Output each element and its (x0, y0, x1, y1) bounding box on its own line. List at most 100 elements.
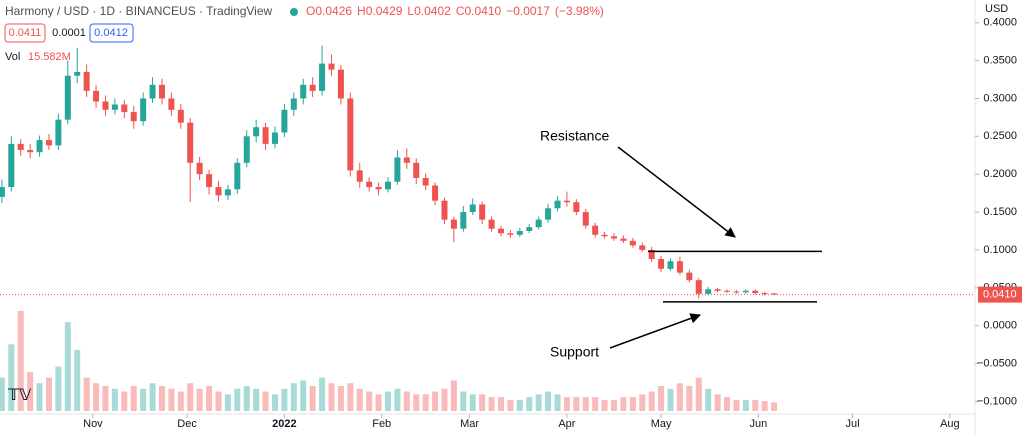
volume-bar (676, 383, 683, 411)
x-tick-label: Jun (750, 418, 768, 430)
last-price-label: 0.0410 (983, 288, 1017, 300)
candle-body (573, 202, 580, 213)
candle-body (761, 293, 768, 295)
candle-body (206, 174, 213, 188)
candle-body (403, 157, 410, 163)
volume-bar (243, 386, 250, 411)
volume-bar (592, 397, 599, 411)
candle-body (319, 63, 326, 91)
y-tick-label: 0.4000 (983, 17, 1017, 29)
candle-body (253, 127, 260, 137)
chart-title: Harmony / USD · 1D · BINANCEUS · Trading… (5, 4, 273, 18)
volume-bar (224, 394, 231, 411)
candle-body (601, 234, 608, 237)
candle-body (526, 227, 533, 231)
volume-bar (253, 388, 260, 411)
volume-bar (413, 394, 420, 411)
volume-bar (187, 383, 194, 411)
volume-bar (639, 394, 646, 411)
currency: USD (985, 3, 1008, 15)
volume-bar (206, 386, 213, 411)
volume-bar (83, 377, 90, 411)
volume-bar (497, 397, 504, 411)
ohlc-legend: O0.0426 H0.0429 L0.0402 C0.0410 −0.0017 (−3.9… (306, 4, 604, 18)
ask-box (89, 23, 134, 43)
candle-body (497, 228, 504, 234)
volume-bar (554, 394, 561, 411)
candle-body (234, 162, 241, 190)
volume-label: Vol (5, 51, 20, 63)
candle-body (714, 289, 721, 291)
x-tick-label: Nov (83, 418, 103, 430)
candle-body (271, 132, 278, 144)
x-tick-label: Feb (372, 418, 391, 430)
candle-body (733, 291, 740, 293)
candle-body (705, 289, 712, 294)
candle-body (384, 181, 391, 190)
volume-bar (45, 377, 52, 411)
volume-bar (196, 388, 203, 411)
candle-body (356, 170, 363, 182)
x-tick-label: Dec (177, 418, 197, 430)
volume-bar (111, 388, 118, 411)
y-tick-label: 0.2000 (983, 168, 1017, 180)
candle-body (771, 293, 778, 295)
volume-bar (545, 391, 552, 411)
candle-body (262, 127, 269, 144)
volume-bar (271, 394, 278, 411)
candle-body (196, 162, 203, 175)
y-tick-label: −0.1000 (977, 395, 1017, 407)
volume-bar (55, 366, 62, 411)
candle-body (582, 212, 589, 226)
candle-body (507, 233, 514, 235)
volume-bar (215, 391, 222, 411)
candle-body (177, 109, 184, 123)
volume-bar (290, 383, 297, 411)
candle-body (469, 204, 476, 213)
volume-bar (516, 399, 523, 411)
volume-bar (158, 386, 165, 411)
candle-body (375, 187, 382, 190)
candle-body (347, 98, 354, 171)
volume-bar (488, 397, 495, 411)
volume-bar (733, 399, 740, 411)
y-tick-label: 0.1500 (983, 206, 1017, 218)
volume-bar (384, 391, 391, 411)
ohlc-key: H (357, 4, 366, 18)
ohlc-value: 0.0426 (315, 4, 352, 18)
candle-body (64, 75, 71, 120)
candle-body (300, 84, 307, 99)
ask: 0.0412 (94, 27, 128, 39)
support-arrow (609, 313, 701, 349)
candle-body (45, 140, 52, 146)
candle-body (290, 98, 297, 110)
candle-body (158, 84, 165, 99)
candle-body (639, 245, 646, 250)
candle-body (629, 240, 636, 246)
volume-bar (347, 383, 354, 411)
volume-bar (742, 399, 749, 411)
volume-bar (432, 391, 439, 411)
volume-layer (0, 311, 778, 411)
volume-bar (648, 391, 655, 411)
tv-logo: 𝕋𝕍 (8, 387, 32, 404)
volume-bar (319, 377, 326, 411)
status-dot (290, 8, 298, 16)
volume-bar (17, 311, 24, 411)
candle-body (55, 119, 62, 146)
candle-body (121, 104, 128, 113)
annotation-text: Support (550, 344, 599, 360)
volume-bar (535, 394, 542, 411)
volume-bar (177, 391, 184, 411)
candle-body (0, 187, 5, 197)
volume-bar (629, 397, 636, 411)
candle-body (441, 200, 448, 220)
volume-bar (705, 388, 712, 411)
candle-body (17, 143, 24, 150)
ohlc-value: −0.0017 (506, 4, 550, 18)
volume-bar (121, 391, 128, 411)
candle-body (535, 219, 542, 228)
candle-body (479, 204, 486, 220)
